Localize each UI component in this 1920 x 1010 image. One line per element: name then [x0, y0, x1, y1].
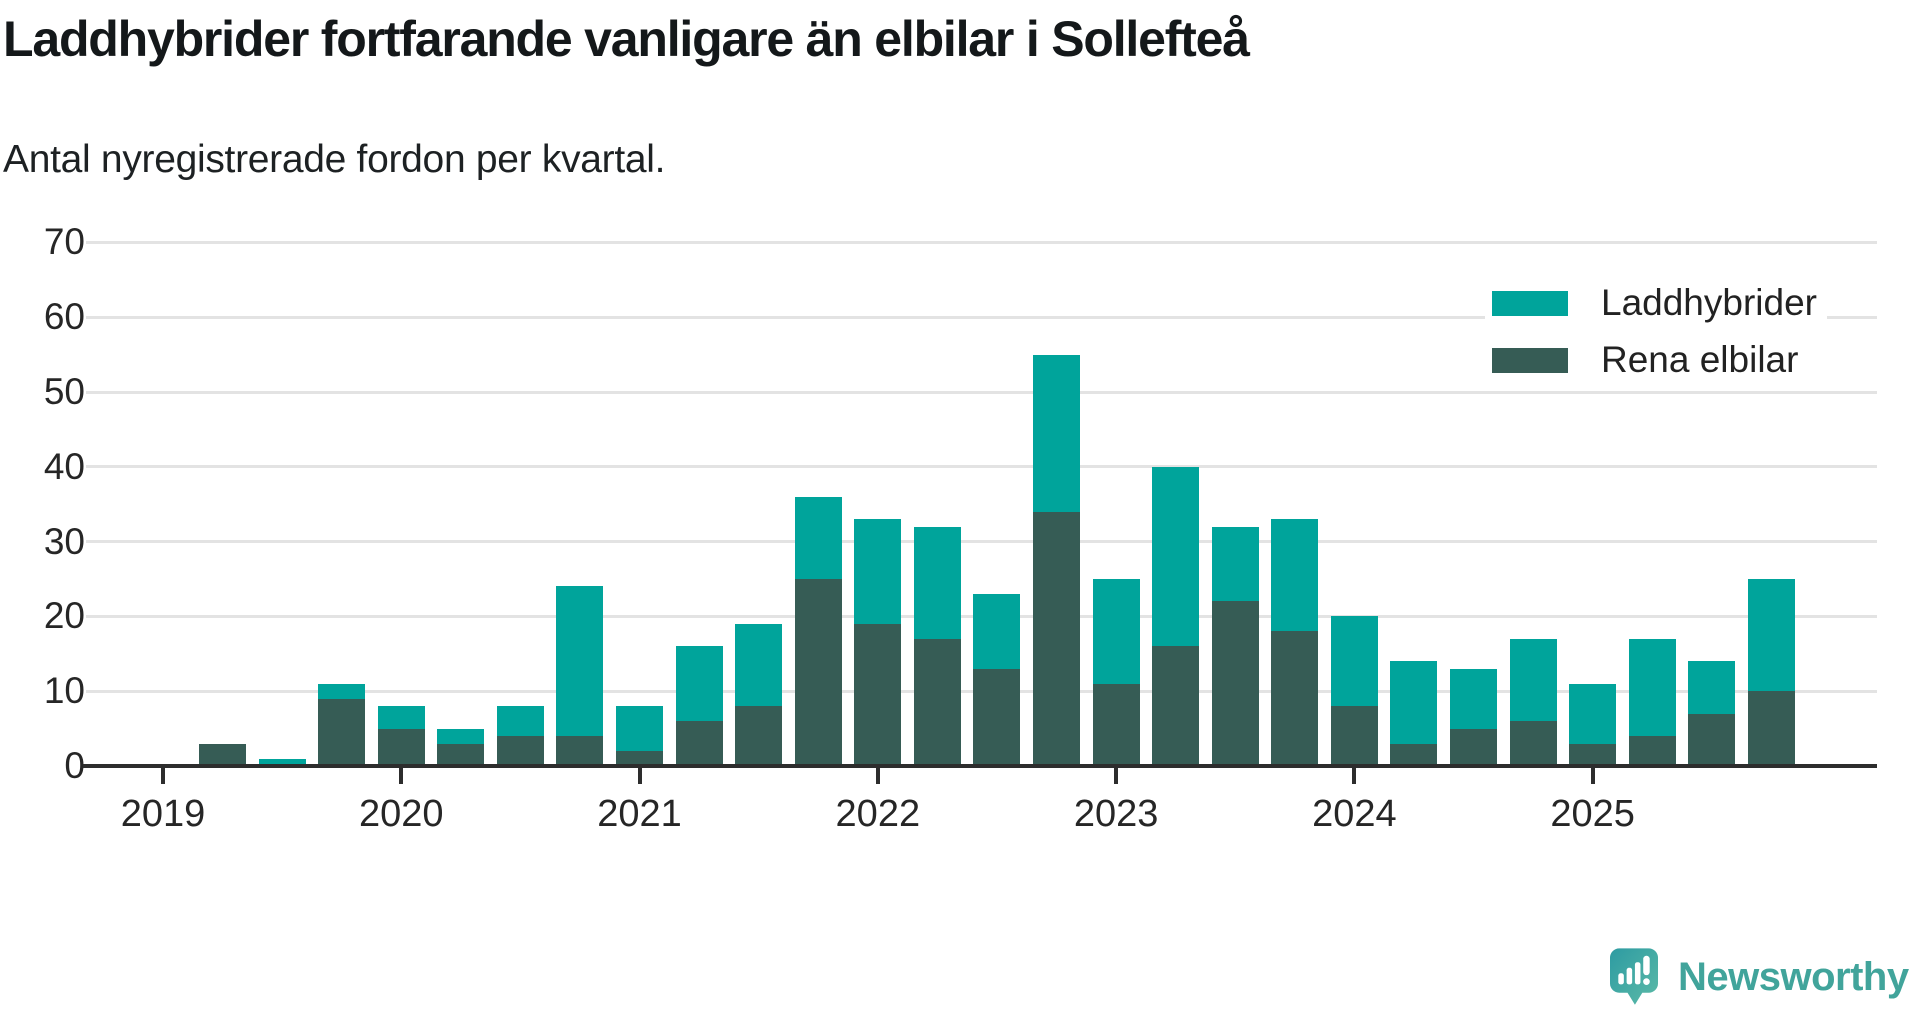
bar-segment-rena-elbilar-2020-q4: [556, 736, 604, 766]
bar-segment-laddhybrider-2022-q3: [973, 593, 1021, 669]
bar-segment-laddhybrider-2024-q3: [1450, 668, 1498, 729]
x-axis-line: [83, 764, 1877, 768]
bar-segment-rena-elbilar-2023-q3: [1211, 601, 1259, 766]
bar-segment-rena-elbilar-2024-q2: [1390, 743, 1438, 766]
y-axis-label-0: 0: [64, 745, 85, 786]
bar-segment-laddhybrider-2019-q4: [318, 683, 366, 699]
bar-segment-laddhybrider-2020-q4: [556, 586, 604, 737]
bar-segment-laddhybrider-2021-q1: [616, 706, 664, 752]
bar-segment-laddhybrider-2023-q4: [1271, 519, 1319, 632]
legend-item-rena-elbilar: Rena elbilar: [1492, 341, 1817, 379]
x-axis-label-2019: 2019: [120, 793, 206, 835]
bar-segment-rena-elbilar-2020-q1: [377, 728, 425, 766]
legend-item-laddhybrider: Laddhybrider: [1492, 284, 1817, 322]
x-axis-tick-2021: [637, 768, 642, 784]
newsworthy-logo-text: Newsworthy: [1678, 954, 1909, 999]
legend-label: Rena elbilar: [1601, 339, 1799, 380]
gridline-y-50: [86, 390, 1877, 394]
bar-segment-laddhybrider-2021-q3: [735, 623, 783, 707]
x-axis-label-2021: 2021: [597, 793, 682, 835]
bar-segment-rena-elbilar-2025-q4: [1747, 691, 1795, 766]
bar-segment-rena-elbilar-2020-q2: [437, 743, 485, 766]
bar-segment-laddhybrider-2024-q4: [1509, 638, 1557, 722]
legend-label: Laddhybrider: [1601, 282, 1817, 323]
bar-segment-rena-elbilar-2021-q3: [735, 706, 783, 766]
bar-segment-laddhybrider-2022-q1: [854, 519, 902, 624]
y-axis-label-70: 70: [43, 221, 85, 263]
bar-segment-rena-elbilar-2021-q2: [675, 721, 723, 766]
chart-subtitle: Antal nyregistrerade fordon per kvartal.: [3, 138, 666, 181]
bar-segment-laddhybrider-2020-q2: [437, 728, 485, 744]
bar-segment-laddhybrider-2020-q3: [496, 706, 544, 737]
bar-segment-rena-elbilar-2024-q3: [1450, 728, 1498, 766]
bar-segment-laddhybrider-2021-q4: [794, 496, 842, 579]
x-axis-label-2024: 2024: [1312, 793, 1397, 835]
gridline-y-60: [86, 315, 1877, 319]
x-axis-label-2023: 2023: [1073, 793, 1159, 835]
bar-segment-laddhybrider-2022-q2: [913, 526, 961, 639]
bar-segment-rena-elbilar-2022-q4: [1033, 511, 1081, 766]
bar-segment-laddhybrider-2023-q1: [1092, 579, 1140, 684]
bar-segment-laddhybrider-2025-q2: [1628, 638, 1676, 737]
bar-segment-laddhybrider-2019-q3: [258, 758, 306, 766]
y-axis-label-50: 50: [43, 371, 85, 412]
x-axis-tick-2025: [1590, 768, 1595, 784]
y-axis-label-60: 60: [43, 296, 85, 338]
bar-segment-rena-elbilar-2020-q3: [496, 736, 544, 766]
x-axis-tick-2022: [875, 768, 880, 784]
bar-segment-rena-elbilar-2024-q1: [1330, 706, 1378, 766]
legend: Laddhybrider Rena elbilar: [1485, 278, 1827, 389]
branding: Newsworthy: [1610, 948, 1909, 1006]
x-axis-tick-2023: [1114, 768, 1119, 784]
x-axis-tick-2024: [1352, 768, 1357, 784]
bar-segment-laddhybrider-2023-q3: [1211, 526, 1259, 602]
gridline-y-70: [86, 240, 1877, 244]
bar-segment-laddhybrider-2024-q2: [1390, 661, 1438, 744]
x-axis-label-2020: 2020: [358, 793, 444, 835]
bar-segment-rena-elbilar-2019-q2: [199, 743, 247, 766]
bar-segment-rena-elbilar-2024-q4: [1509, 721, 1557, 766]
legend-swatch-laddhybrider: [1492, 290, 1568, 316]
x-axis-tick-2019: [161, 768, 165, 784]
bar-segment-laddhybrider-2022-q4: [1033, 354, 1081, 512]
bar-segment-laddhybrider-2025-q3: [1688, 661, 1736, 714]
bar-segment-rena-elbilar-2025-q1: [1569, 743, 1617, 766]
bar-segment-rena-elbilar-2021-q1: [616, 751, 664, 766]
x-axis-tick-2020: [399, 768, 404, 784]
y-axis-label-40: 40: [43, 445, 85, 487]
bar-segment-laddhybrider-2021-q2: [675, 646, 723, 722]
y-axis-label-10: 10: [43, 670, 85, 712]
x-axis-label-2022: 2022: [835, 793, 921, 835]
chart-title: Laddhybrider fortfarande vanligare än el…: [3, 11, 1250, 67]
bar-segment-rena-elbilar-2022-q3: [973, 668, 1021, 766]
bar-segment-rena-elbilar-2023-q4: [1271, 631, 1319, 766]
legend-swatch-rena-elbilar: [1492, 347, 1568, 373]
bar-segment-rena-elbilar-2025-q2: [1628, 736, 1676, 766]
gridline-y-30: [86, 540, 1877, 544]
bar-segment-rena-elbilar-2025-q3: [1688, 713, 1736, 766]
newsworthy-logo-icon: [1610, 948, 1658, 1005]
x-axis-label-2025: 2025: [1550, 793, 1635, 835]
bar-segment-rena-elbilar-2022-q1: [854, 623, 902, 766]
y-axis-label-20: 20: [43, 595, 85, 637]
bar-segment-laddhybrider-2025-q1: [1569, 683, 1617, 744]
gridline-y-40: [86, 465, 1877, 469]
bar-segment-rena-elbilar-2023-q1: [1092, 683, 1140, 766]
y-axis-label-30: 30: [43, 520, 85, 562]
bar-segment-rena-elbilar-2022-q2: [913, 638, 961, 766]
bar-segment-rena-elbilar-2021-q4: [794, 579, 842, 766]
bar-segment-laddhybrider-2023-q2: [1152, 466, 1200, 647]
bar-segment-rena-elbilar-2023-q2: [1152, 646, 1200, 766]
bar-segment-laddhybrider-2020-q1: [377, 706, 425, 729]
bar-segment-laddhybrider-2024-q1: [1330, 616, 1378, 707]
bar-segment-rena-elbilar-2019-q4: [318, 698, 366, 766]
bar-segment-laddhybrider-2025-q4: [1747, 579, 1795, 692]
